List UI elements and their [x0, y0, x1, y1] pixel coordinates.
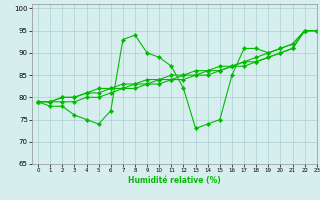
- X-axis label: Humidité relative (%): Humidité relative (%): [128, 176, 221, 185]
